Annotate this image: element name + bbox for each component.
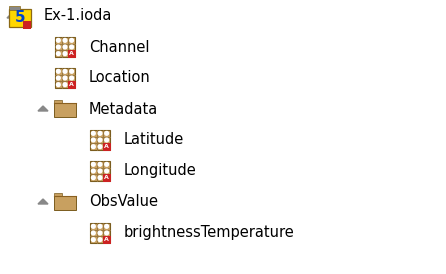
Bar xyxy=(9,5,20,10)
Bar xyxy=(90,223,110,243)
Circle shape xyxy=(98,238,102,242)
Bar xyxy=(68,50,76,58)
Text: Metadata: Metadata xyxy=(89,101,158,116)
Text: ObsValue: ObsValue xyxy=(89,195,158,210)
Text: A: A xyxy=(70,51,74,56)
Circle shape xyxy=(105,162,108,166)
Circle shape xyxy=(105,169,108,173)
Text: Latitude: Latitude xyxy=(124,133,184,147)
Circle shape xyxy=(63,76,67,80)
Circle shape xyxy=(70,83,74,87)
Circle shape xyxy=(91,138,95,142)
Circle shape xyxy=(91,231,95,235)
Circle shape xyxy=(91,145,95,149)
Circle shape xyxy=(91,224,95,228)
Circle shape xyxy=(98,224,102,228)
Bar xyxy=(9,9,31,27)
Circle shape xyxy=(98,132,102,135)
Bar xyxy=(103,174,111,182)
Circle shape xyxy=(91,176,95,179)
Circle shape xyxy=(57,83,60,87)
Circle shape xyxy=(57,38,60,42)
Bar xyxy=(23,21,31,29)
Circle shape xyxy=(70,38,74,42)
Circle shape xyxy=(70,45,74,49)
Bar xyxy=(68,81,76,89)
Circle shape xyxy=(105,138,108,142)
Circle shape xyxy=(91,169,95,173)
Circle shape xyxy=(70,76,74,80)
Circle shape xyxy=(105,145,108,149)
Circle shape xyxy=(91,238,95,242)
Text: A: A xyxy=(104,144,109,149)
Text: Location: Location xyxy=(89,70,151,85)
Polygon shape xyxy=(7,13,17,18)
Circle shape xyxy=(98,176,102,179)
Text: A: A xyxy=(104,175,109,180)
Polygon shape xyxy=(38,199,48,204)
Text: 5: 5 xyxy=(15,10,25,25)
Circle shape xyxy=(91,132,95,135)
Circle shape xyxy=(91,162,95,166)
Circle shape xyxy=(63,70,67,73)
Circle shape xyxy=(63,83,67,87)
Text: brightnessTemperature: brightnessTemperature xyxy=(124,226,295,241)
Circle shape xyxy=(63,38,67,42)
Circle shape xyxy=(57,52,60,56)
Circle shape xyxy=(98,145,102,149)
Text: Ex-1.ioda: Ex-1.ioda xyxy=(44,8,112,24)
Circle shape xyxy=(105,238,108,242)
Circle shape xyxy=(98,162,102,166)
Circle shape xyxy=(57,70,60,73)
Bar xyxy=(54,103,76,117)
Circle shape xyxy=(70,52,74,56)
Circle shape xyxy=(98,138,102,142)
Circle shape xyxy=(63,45,67,49)
Circle shape xyxy=(98,231,102,235)
Circle shape xyxy=(57,76,60,80)
Bar xyxy=(90,161,110,181)
Circle shape xyxy=(63,52,67,56)
Bar xyxy=(103,236,111,244)
Circle shape xyxy=(70,70,74,73)
Polygon shape xyxy=(38,106,48,111)
Text: A: A xyxy=(104,237,109,242)
Circle shape xyxy=(105,224,108,228)
Bar xyxy=(55,37,75,57)
Circle shape xyxy=(98,169,102,173)
Text: Longitude: Longitude xyxy=(124,164,197,178)
Text: Channel: Channel xyxy=(89,39,149,55)
Bar xyxy=(90,130,110,150)
Bar xyxy=(54,193,62,196)
Circle shape xyxy=(105,132,108,135)
Bar xyxy=(54,100,62,103)
Bar xyxy=(103,142,111,151)
Text: A: A xyxy=(70,82,74,87)
Bar xyxy=(55,68,75,88)
Circle shape xyxy=(105,231,108,235)
Bar xyxy=(54,196,76,210)
Circle shape xyxy=(57,45,60,49)
Circle shape xyxy=(105,176,108,179)
